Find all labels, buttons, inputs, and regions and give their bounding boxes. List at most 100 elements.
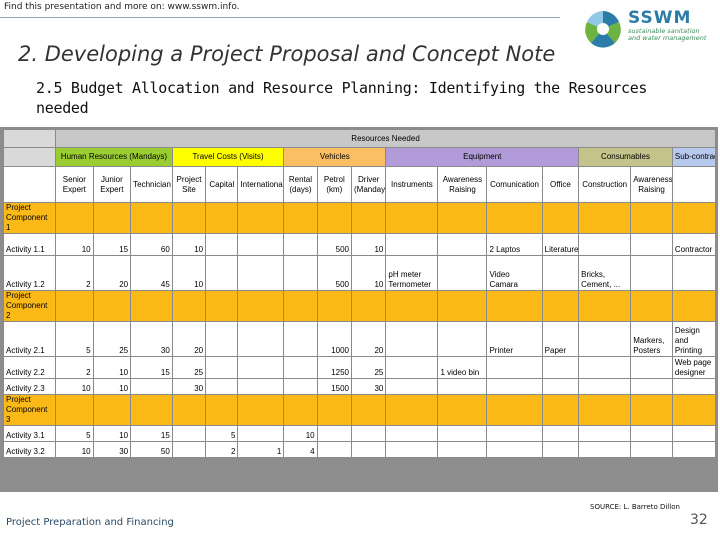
component-fill-cell bbox=[92, 394, 132, 426]
activity-cell bbox=[130, 378, 173, 395]
activity-cell: 60 bbox=[130, 233, 173, 256]
activity-cell: 2 bbox=[205, 441, 239, 458]
component-fill-cell bbox=[385, 202, 439, 234]
column-header: Technician bbox=[130, 166, 173, 203]
activity-cell bbox=[486, 425, 543, 442]
activity-cell: 25 bbox=[92, 321, 132, 357]
activity-cell bbox=[237, 378, 285, 395]
activity-cell: pH meter Termometer bbox=[385, 255, 439, 291]
component-fill-cell bbox=[541, 202, 580, 234]
component-fill-cell bbox=[237, 290, 285, 322]
component-fill-cell bbox=[171, 394, 207, 426]
group-header: Travel Costs (Visits) bbox=[171, 147, 285, 167]
slide-title: 2. Developing a Project Proposal and Con… bbox=[18, 42, 556, 66]
component-fill-cell bbox=[437, 202, 488, 234]
component-fill-cell bbox=[130, 290, 173, 322]
activity-cell: Contractor bbox=[671, 233, 717, 256]
activity-cell bbox=[205, 321, 239, 357]
component-fill-cell bbox=[55, 394, 94, 426]
component-fill-cell bbox=[671, 394, 717, 426]
activity-cell bbox=[541, 425, 580, 442]
activity-cell: 10 bbox=[171, 255, 207, 291]
activity-cell: 10 bbox=[171, 233, 207, 256]
activity-cell: 2 Laptos bbox=[486, 233, 543, 256]
activity-cell: 15 bbox=[130, 425, 173, 442]
activity-cell bbox=[630, 425, 673, 442]
activity-label: Activity 1.2 bbox=[2, 255, 57, 291]
activity-cell bbox=[630, 441, 673, 458]
activity-cell bbox=[578, 233, 632, 256]
activity-cell bbox=[283, 378, 318, 395]
component-fill-cell bbox=[630, 394, 673, 426]
component-fill-cell bbox=[486, 202, 543, 234]
budget-table-container: Resources Needed Human Resources (Mandays… bbox=[0, 127, 718, 492]
component-fill-cell bbox=[385, 394, 439, 426]
component-fill-cell bbox=[578, 394, 632, 426]
logo-tagline-1: sustainable sanitation bbox=[628, 27, 700, 35]
activity-cell: Video Camara bbox=[486, 255, 543, 291]
activity-cell: Design and Printing bbox=[671, 321, 717, 357]
activity-cell: 20 bbox=[92, 255, 132, 291]
activity-row: Activity 3.2 10 30 50 2 1 4 bbox=[2, 441, 717, 458]
activity-cell bbox=[437, 441, 488, 458]
activity-cell: 1000 bbox=[316, 321, 353, 357]
activity-cell bbox=[437, 255, 488, 291]
activity-cell bbox=[205, 378, 239, 395]
sswm-emblem-icon bbox=[584, 10, 622, 48]
component-label: Project Component 2 bbox=[2, 290, 57, 322]
activity-cell bbox=[283, 255, 318, 291]
activity-cell bbox=[237, 255, 285, 291]
activity-cell: 10 bbox=[283, 425, 318, 442]
component-fill-cell bbox=[171, 290, 207, 322]
activity-cell bbox=[630, 233, 673, 256]
activity-cell: Bricks, Cement, ... bbox=[578, 255, 632, 291]
activity-cell: 4 bbox=[283, 441, 318, 458]
component-fill-cell bbox=[92, 202, 132, 234]
component-row: Project Component 3 bbox=[2, 394, 717, 426]
activity-cell: 20 bbox=[350, 321, 387, 357]
component-label: Project Component 1 bbox=[2, 202, 57, 234]
activity-cell: 10 bbox=[92, 378, 132, 395]
group-header: Vehicles bbox=[283, 147, 387, 167]
component-row: Project Component 1 bbox=[2, 202, 717, 234]
component-fill-cell bbox=[205, 202, 239, 234]
activity-cell: Web page designer bbox=[671, 356, 717, 379]
activity-cell: 2 bbox=[55, 356, 94, 379]
activity-cell: 1 bbox=[237, 441, 285, 458]
column-header: Project Site bbox=[171, 166, 207, 203]
budget-table: Resources Needed Human Resources (Mandays… bbox=[2, 129, 717, 458]
activity-row: Activity 1.1 10 15 60 10 500 10 2 Laptos Literat… bbox=[2, 233, 717, 256]
activity-label: Activity 2.3 bbox=[2, 378, 57, 395]
activity-cell bbox=[578, 425, 632, 442]
activity-cell: 20 bbox=[171, 321, 207, 357]
group-header-row: Human Resources (Mandays) Travel Costs (V… bbox=[2, 147, 717, 167]
column-header-row: Senior Expert Junior Expert Technician Proj… bbox=[2, 166, 717, 203]
activity-cell bbox=[486, 378, 543, 395]
component-fill-cell bbox=[205, 290, 239, 322]
activity-label: Activity 2.2 bbox=[2, 356, 57, 379]
activity-row: Activity 2.2 2 10 15 25 1250 25 1 video bin Web … bbox=[2, 356, 717, 379]
group-header: Sub-contracting bbox=[671, 147, 717, 167]
activity-cell: 5 bbox=[205, 425, 239, 442]
activity-cell bbox=[541, 378, 580, 395]
component-fill-cell bbox=[316, 290, 353, 322]
activity-cell bbox=[630, 255, 673, 291]
activity-cell bbox=[541, 441, 580, 458]
activity-cell: 15 bbox=[92, 233, 132, 256]
component-fill-cell bbox=[171, 202, 207, 234]
activity-cell bbox=[437, 321, 488, 357]
component-fill-cell bbox=[55, 290, 94, 322]
column-header: Comunication bbox=[486, 166, 543, 203]
page-number: 32 bbox=[690, 512, 708, 528]
activity-cell: Paper bbox=[541, 321, 580, 357]
source-note: SOURCE: L. Barreto Dillon bbox=[590, 503, 680, 511]
activity-cell bbox=[385, 378, 439, 395]
component-fill-cell bbox=[92, 290, 132, 322]
activity-cell: Markers, Posters bbox=[630, 321, 673, 357]
activity-cell: 25 bbox=[171, 356, 207, 379]
activity-cell: 30 bbox=[350, 378, 387, 395]
activity-cell bbox=[630, 378, 673, 395]
column-header: Rental (days) bbox=[283, 166, 318, 203]
component-fill-cell bbox=[630, 202, 673, 234]
activity-cell: 2 bbox=[55, 255, 94, 291]
